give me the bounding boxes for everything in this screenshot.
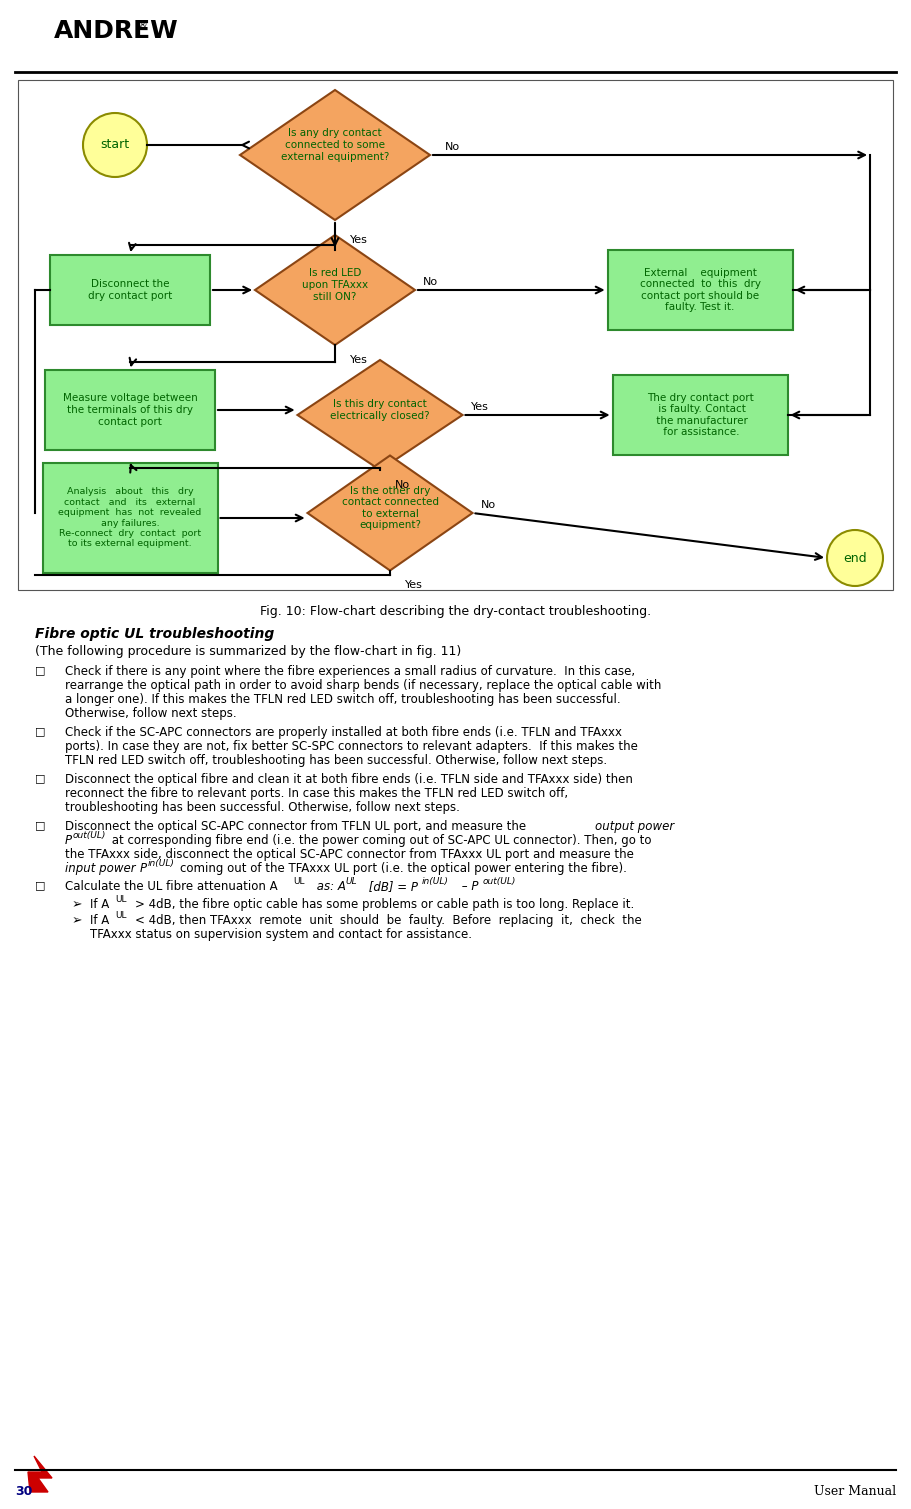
- Text: □: □: [35, 665, 46, 675]
- FancyBboxPatch shape: [43, 463, 218, 573]
- Text: rearrange the optical path in order to avoid sharp bends (if necessary, replace : rearrange the optical path in order to a…: [65, 679, 661, 693]
- Text: UL: UL: [115, 911, 127, 920]
- Text: Yes: Yes: [470, 401, 488, 412]
- Text: No: No: [395, 480, 410, 490]
- Text: P: P: [65, 834, 72, 847]
- Text: 30: 30: [15, 1485, 33, 1498]
- Text: Is red LED
upon TFAxxx
still ON?: Is red LED upon TFAxxx still ON?: [302, 269, 368, 302]
- Text: TFLN red LED switch off, troubleshooting has been successful. Otherwise, follow : TFLN red LED switch off, troubleshooting…: [65, 754, 607, 767]
- Text: in(UL): in(UL): [422, 877, 449, 886]
- Text: □: □: [35, 880, 46, 890]
- Polygon shape: [308, 456, 473, 570]
- Polygon shape: [255, 235, 415, 346]
- Text: No: No: [423, 278, 438, 287]
- Text: in(UL): in(UL): [148, 859, 175, 868]
- Text: ANDREW: ANDREW: [54, 20, 179, 42]
- Text: – P: – P: [458, 880, 478, 893]
- Text: □: □: [35, 819, 46, 830]
- Text: TFAxxx status on supervision system and contact for assistance.: TFAxxx status on supervision system and …: [90, 928, 472, 942]
- Text: coming out of the TFAxxx UL port (i.e. the optical power entering the fibre).: coming out of the TFAxxx UL port (i.e. t…: [180, 862, 627, 875]
- Text: Disconnect the optical SC-APC connector from TFLN UL port, and measure the: Disconnect the optical SC-APC connector …: [65, 819, 530, 833]
- Text: at corresponding fibre end (i.e. the power coming out of SC-APC UL connector). T: at corresponding fibre end (i.e. the pow…: [108, 834, 651, 847]
- Text: output power: output power: [595, 819, 674, 833]
- Text: troubleshooting has been successful. Otherwise, follow next steps.: troubleshooting has been successful. Oth…: [65, 801, 460, 813]
- Text: Fibre optic UL troubleshooting: Fibre optic UL troubleshooting: [35, 628, 274, 641]
- Text: If A: If A: [90, 914, 109, 927]
- Text: UL: UL: [115, 895, 127, 904]
- Text: < 4dB, then TFAxxx  remote  unit  should  be  faulty.  Before  replacing  it,  c: < 4dB, then TFAxxx remote unit should be…: [135, 914, 641, 927]
- Text: ports). In case they are not, fix better SC-SPC connectors to relevant adapters.: ports). In case they are not, fix better…: [65, 739, 638, 753]
- Text: UL: UL: [293, 877, 304, 886]
- Text: Check if the SC-APC connectors are properly installed at both fibre ends (i.e. T: Check if the SC-APC connectors are prope…: [65, 726, 622, 739]
- Text: No: No: [480, 499, 496, 510]
- Text: ➢: ➢: [72, 898, 83, 911]
- Text: end: end: [844, 551, 866, 564]
- Text: UL: UL: [345, 877, 356, 886]
- Text: ➢: ➢: [72, 914, 83, 927]
- Text: Otherwise, follow next steps.: Otherwise, follow next steps.: [65, 708, 237, 720]
- Text: reconnect the fibre to relevant ports. In case this makes the TFLN red LED switc: reconnect the fibre to relevant ports. I…: [65, 788, 568, 800]
- Text: □: □: [35, 773, 46, 783]
- Text: Disconnect the optical fibre and clean it at both fibre ends (i.e. TFLN side and: Disconnect the optical fibre and clean i…: [65, 773, 633, 786]
- Text: Is the other dry
contact connected
to external
equipment?: Is the other dry contact connected to ex…: [342, 486, 438, 530]
- Circle shape: [827, 530, 883, 585]
- Text: Fig. 10: Flow-chart describing the dry-contact troubleshooting.: Fig. 10: Flow-chart describing the dry-c…: [261, 605, 651, 619]
- Text: start: start: [100, 139, 129, 151]
- Text: out(UL): out(UL): [73, 831, 107, 841]
- Text: External    equipment
connected  to  this  dry
contact port should be
faulty. Te: External equipment connected to this dry…: [640, 267, 761, 312]
- Text: out(UL): out(UL): [483, 877, 517, 886]
- Text: [dB] = P: [dB] = P: [365, 880, 418, 893]
- Text: Yes: Yes: [405, 581, 423, 590]
- Polygon shape: [240, 91, 430, 220]
- FancyBboxPatch shape: [50, 255, 210, 324]
- Text: Check if there is any point where the fibre experiences a small radius of curvat: Check if there is any point where the fi…: [65, 665, 635, 678]
- Text: If A: If A: [90, 898, 109, 911]
- Text: (The following procedure is summarized by the flow-chart in fig. 11): (The following procedure is summarized b…: [35, 644, 461, 658]
- Text: Yes: Yes: [350, 355, 368, 365]
- Polygon shape: [298, 361, 463, 469]
- Text: User Manual: User Manual: [814, 1485, 896, 1498]
- Text: > 4dB, the fibre optic cable has some problems or cable path is too long. Replac: > 4dB, the fibre optic cable has some pr…: [135, 898, 634, 911]
- Polygon shape: [28, 1456, 52, 1492]
- Text: as: A: as: A: [313, 880, 346, 893]
- Bar: [18, 80, 893, 590]
- Text: Measure voltage between
the terminals of this dry
contact port: Measure voltage between the terminals of…: [63, 394, 198, 427]
- Text: No: No: [445, 142, 460, 152]
- Text: input power: input power: [65, 862, 136, 875]
- Text: □: □: [35, 726, 46, 736]
- Text: Is this dry contact
electrically closed?: Is this dry contact electrically closed?: [330, 400, 430, 421]
- FancyBboxPatch shape: [45, 370, 215, 450]
- Text: P: P: [140, 862, 147, 875]
- FancyBboxPatch shape: [608, 250, 793, 330]
- Text: a longer one). If this makes the TFLN red LED switch off, troubleshooting has be: a longer one). If this makes the TFLN re…: [65, 693, 620, 706]
- Text: Yes: Yes: [350, 235, 368, 244]
- Text: Analysis   about   this   dry
contact   and   its   external
equipment  has  not: Analysis about this dry contact and its …: [58, 487, 201, 548]
- FancyBboxPatch shape: [612, 376, 787, 456]
- Text: ®: ®: [138, 20, 148, 30]
- Text: the TFAxxx side, disconnect the optical SC-APC connector from TFAxxx UL port and: the TFAxxx side, disconnect the optical …: [65, 848, 634, 862]
- Circle shape: [83, 113, 147, 177]
- Text: Calculate the UL fibre attenuation A: Calculate the UL fibre attenuation A: [65, 880, 278, 893]
- Text: Disconnect the
dry contact port: Disconnect the dry contact port: [87, 279, 172, 300]
- Text: Is any dry contact
connected to some
external equipment?: Is any dry contact connected to some ext…: [281, 128, 389, 161]
- Text: The dry contact port
 is faulty. Contact
 the manufacturer
 for assistance.: The dry contact port is faulty. Contact …: [647, 392, 753, 438]
